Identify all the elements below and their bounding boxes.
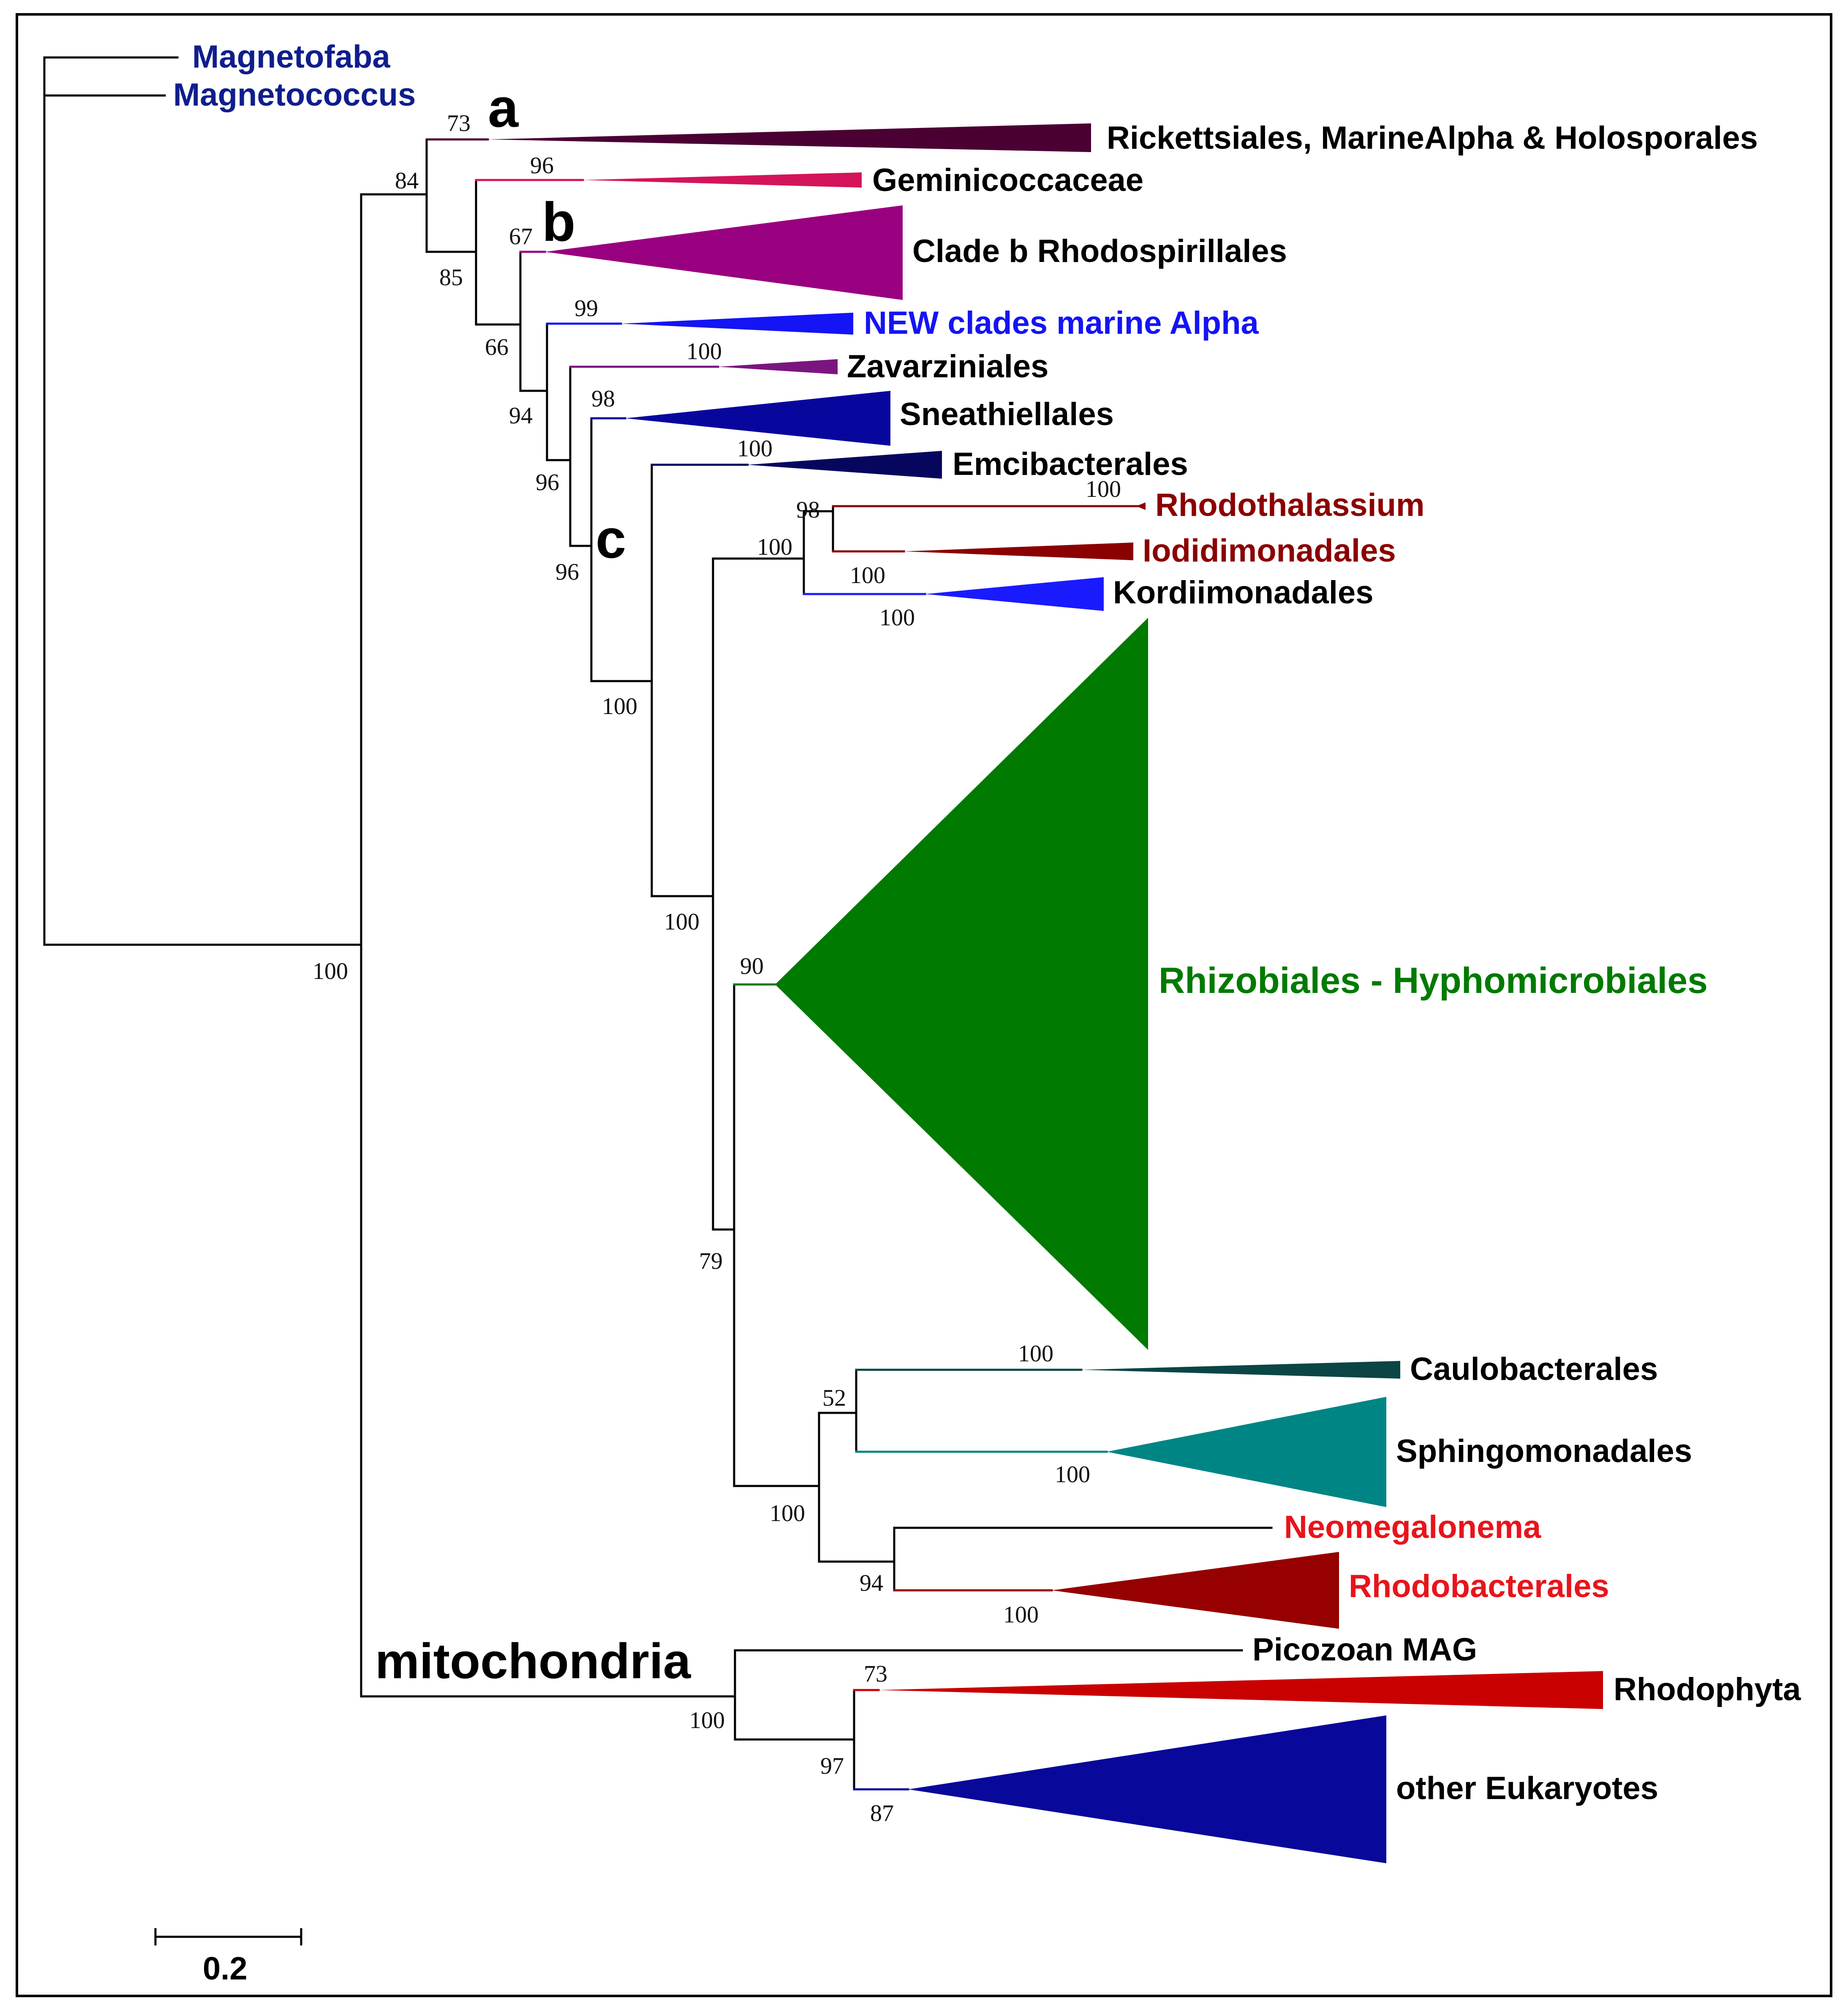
taxon-label-rhizobiales: Rhizobiales - Hyphomicrobiales xyxy=(1159,960,1708,1001)
branch-after-emci xyxy=(712,557,805,1231)
clade-triangle-rhizobiales xyxy=(775,618,1148,1350)
support-caulo-sphingo: 52 xyxy=(822,1385,846,1411)
scale-bar-label: 0.2 xyxy=(203,1951,248,1987)
taxon-label-magnetofaba: Magnetofaba xyxy=(192,39,390,75)
figure-frame xyxy=(16,13,1832,1997)
support-rickettsiales: 73 xyxy=(447,110,471,136)
clade-triangle-sphingomonadales xyxy=(1107,1397,1386,1507)
clade-triangle-new-clades xyxy=(621,313,853,335)
branch-mito-node xyxy=(734,1649,1243,1741)
taxon-label-clade-b: Clade b Rhodospirillales xyxy=(912,233,1287,269)
taxon-label-emcibacterales: Emcibacterales xyxy=(953,446,1188,482)
support-mito-node: 100 xyxy=(689,1707,725,1734)
support-rhodo-kord: 100 xyxy=(757,534,792,560)
clade-triangle-caulobacterales xyxy=(1081,1361,1400,1379)
taxon-label-other-eukaryotes: other Eukaryotes xyxy=(1396,1770,1658,1806)
clade-triangle-other-eukaryotes xyxy=(908,1715,1386,1863)
clade-marker-mitochondria: mitochondria xyxy=(375,1633,691,1689)
support-rhodo-iodi: 98 xyxy=(796,497,820,523)
branch-rhodo-kord xyxy=(803,510,834,595)
clade-triangle-rhodothalassium xyxy=(1136,502,1146,510)
taxon-label-rhodophyta: Rhodophyta xyxy=(1614,1671,1801,1707)
support-after-emci: 100 xyxy=(664,909,699,935)
clade-marker-a: a xyxy=(488,77,519,139)
support-rhizo-rest: 79 xyxy=(699,1248,723,1274)
scale-bar-line xyxy=(154,1928,302,1946)
branch-after-gem xyxy=(519,251,548,392)
branch-after-sneath xyxy=(650,463,714,897)
clade-triangle-clade-b xyxy=(545,205,903,300)
clade-marker-b: b xyxy=(542,191,575,253)
clade-triangle-rhodophyta xyxy=(879,1671,1603,1709)
support-geminicoccaceae: 96 xyxy=(530,153,554,179)
support-sphingomonadales: 100 xyxy=(1055,1461,1090,1488)
support-rhodobacterales: 100 xyxy=(1003,1602,1039,1628)
branch-rhizo-rest xyxy=(733,983,820,1487)
taxon-label-zavarziniales: Zavarziniales xyxy=(847,349,1048,384)
taxon-label-rickettsiales: Rickettsiales, MarineAlpha & Holosporale… xyxy=(1107,120,1758,156)
support-rhodophyta: 73 xyxy=(864,1661,887,1687)
taxon-label-rhodothalassium: Rhodothalassium xyxy=(1155,487,1425,523)
taxon-label-iodidimonadales: Iodidimonadales xyxy=(1143,533,1396,569)
support-neomega-rhodobac: 94 xyxy=(860,1570,883,1596)
support-rhodophyta-euk: 97 xyxy=(820,1753,844,1779)
taxon-label-magnetococcus: Magnetococcus xyxy=(173,77,416,113)
support-clade-c: 96 xyxy=(555,559,579,585)
taxon-label-sneathiellales: Sneathiellales xyxy=(900,396,1114,432)
taxon-label-rhodobacterales: Rhodobacterales xyxy=(1349,1568,1609,1604)
support-new-clades: 99 xyxy=(574,295,598,322)
support-after-new: 96 xyxy=(536,469,559,496)
clade-marker-c: c xyxy=(596,508,626,570)
support-after-sneath: 100 xyxy=(602,693,637,720)
support-after-gem: 66 xyxy=(485,334,509,360)
support-rhizobiales: 90 xyxy=(740,953,764,979)
taxon-label-neomegalonema: Neomegalonema xyxy=(1284,1509,1541,1545)
support-alpha-node: 84 xyxy=(395,168,419,194)
support-rhodothalassium: 100 xyxy=(1086,476,1121,502)
taxon-label-kordiimonadales: Kordiimonadales xyxy=(1113,575,1374,611)
taxon-label-picozoan: Picozoan MAG xyxy=(1252,1632,1477,1668)
branch-after-b xyxy=(546,322,572,461)
support-emcibacterales: 100 xyxy=(737,436,773,462)
clade-triangle-sneathiellales xyxy=(625,391,890,446)
branch-alpha-node xyxy=(425,138,477,253)
support-kordiimonadales: 100 xyxy=(879,605,915,631)
support-caulo-rhodobac: 100 xyxy=(770,1500,805,1527)
support-caulobacterales: 100 xyxy=(1018,1341,1053,1367)
support-sneathiellales: 98 xyxy=(591,386,615,412)
support-other-eukaryotes: 87 xyxy=(870,1800,894,1827)
support-root-split: 100 xyxy=(313,958,348,984)
taxon-label-geminicoccaceae: Geminicoccaceae xyxy=(872,162,1143,198)
clade-triangle-geminicoccaceae xyxy=(583,172,862,188)
taxon-label-new-clades: NEW clades marine Alpha xyxy=(864,305,1259,341)
branch-after-rick xyxy=(475,179,522,326)
branch-ingroup-split xyxy=(360,193,736,1698)
clade-triangle-emcibacterales xyxy=(748,451,942,479)
clade-triangle-kordiimonadales xyxy=(925,577,1104,611)
clade-triangle-iodidimonadales xyxy=(904,543,1133,560)
support-clade-b: 67 xyxy=(509,224,533,250)
branch-neomega-rhodobac xyxy=(893,1527,1273,1592)
branch-clade-c xyxy=(590,417,653,682)
taxon-label-caulobacterales: Caulobacterales xyxy=(1410,1351,1658,1387)
support-zavarziniales: 100 xyxy=(686,338,722,365)
branch-after-new xyxy=(569,365,593,547)
clade-triangle-rhodobacterales xyxy=(1052,1552,1339,1629)
branch-caulo-rhodobac xyxy=(818,1412,895,1563)
support-iodidimonadales: 100 xyxy=(850,562,885,589)
clade-triangle-zavarziniales xyxy=(718,359,838,374)
support-after-rick: 85 xyxy=(439,264,463,291)
branch-root-split xyxy=(43,56,362,946)
clade-triangle-rickettsiales xyxy=(488,123,1091,152)
taxon-label-sphingomonadales: Sphingomonadales xyxy=(1396,1433,1692,1469)
branches-black xyxy=(43,56,1273,1946)
support-after-b: 94 xyxy=(509,403,533,429)
